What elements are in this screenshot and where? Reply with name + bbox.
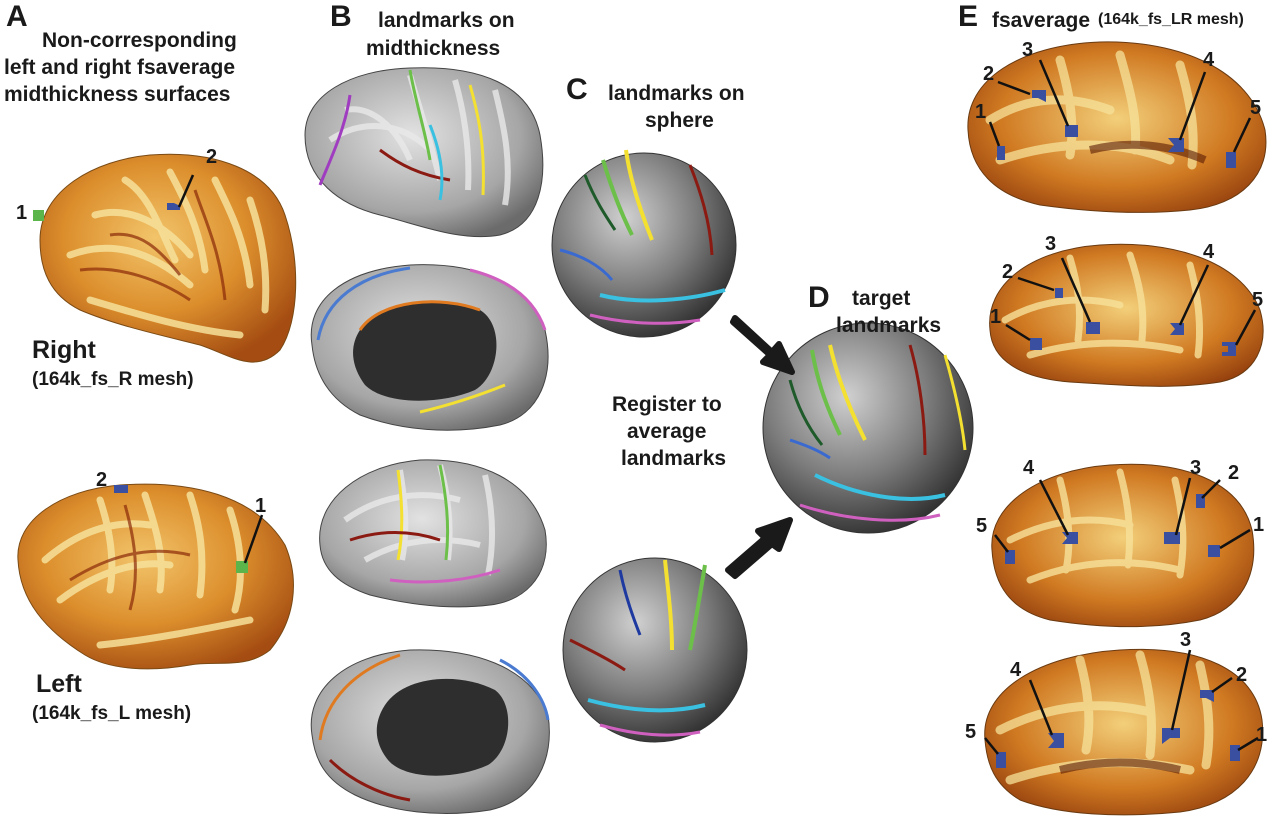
panel-b-title-line-1: landmarks on [378,9,515,32]
panel-b-title-line-2: midthickness [366,37,501,60]
left-marker-1-leader [243,514,264,564]
right-marker-2-leader [177,174,195,208]
panel-b-lateral-left [319,459,547,608]
right-mesh-label: (164k_fs_R mesh) [32,369,194,390]
e4-label-4: 4 [1010,659,1022,681]
panel-a-title-line-1: Non-corresponding [42,29,237,52]
e4-label-2: 2 [1236,664,1248,686]
e2-label-4: 4 [1203,241,1215,263]
panel-c-title-line-2: sphere [645,109,714,132]
panel-e-brain-3 [991,463,1255,628]
register-line-2: average [627,420,707,443]
panel-b-medial-right [310,264,549,431]
panel-c-letter: C [566,73,588,106]
e3-label-1: 1 [1253,514,1265,536]
panel-c-sphere-top [551,149,737,338]
arrow-down-right [730,315,795,375]
e3-label-4: 4 [1023,457,1035,479]
e2-label-3: 3 [1045,233,1057,255]
e3-label-2: 2 [1228,462,1240,484]
left-marker-2-square [114,485,128,493]
panel-e-markers [984,59,1259,768]
e1-label-1: 1 [975,101,987,123]
e2-label-2: 2 [1002,261,1014,283]
panel-e-brain-2 [989,243,1264,387]
register-line-3: landmarks [621,447,727,470]
panel-a-title-line-3: midthickness surfaces [4,83,231,106]
e3-label-3: 3 [1190,457,1202,479]
register-line-1: Register to [612,393,722,416]
panel-d-title-line-1: target [852,287,911,310]
panel-a-title-line-2: left and right fsaverage [4,56,236,79]
panel-e-title: fsaverage [992,9,1091,32]
panel-e-title-suffix: (164k_fs_LR mesh) [1098,11,1244,28]
panel-b-letter: B [330,0,352,33]
e4-label-1: 1 [1256,724,1268,746]
e1-label-3: 3 [1022,39,1034,61]
e2-label-5: 5 [1252,289,1264,311]
left-marker-2-label: 2 [96,469,108,491]
left-marker-1-square [236,561,248,573]
e2-label-1: 1 [990,306,1002,328]
panel-b-lateral-right [304,67,544,238]
panel-e-brain-1 [967,41,1267,213]
right-marker-1-square [33,210,44,221]
panel-c-title-line-1: landmarks on [608,82,745,105]
right-marker-1-label: 1 [16,202,28,224]
panel-e-letter: E [958,0,979,33]
arrow-up-right [725,517,793,579]
panel-a-letter: A [6,0,28,33]
right-marker-2-label: 2 [206,146,218,168]
panel-a-right-brain [39,153,297,363]
panel-e-brain-4 [984,648,1264,816]
right-marker-2-square [167,203,180,210]
panel-d-letter: D [808,281,830,314]
e1-label-4: 4 [1203,49,1215,71]
panel-d-title-line-2: landmarks [836,314,942,337]
panel-c-sphere-bottom [562,557,748,743]
left-hemisphere-label: Left [36,670,82,698]
e4-label-3: 3 [1180,629,1192,651]
right-hemisphere-label: Right [32,336,96,364]
left-marker-1-label: 1 [255,495,267,517]
left-mesh-label: (164k_fs_L mesh) [32,703,192,724]
e3-label-5: 5 [976,515,988,537]
e1-label-2: 2 [983,63,995,85]
panel-b-medial-left [310,649,550,814]
panel-d-target-sphere [762,322,974,534]
e1-label-5: 5 [1250,97,1262,119]
e4-label-5: 5 [965,721,977,743]
panel-a-left-brain [17,483,294,670]
